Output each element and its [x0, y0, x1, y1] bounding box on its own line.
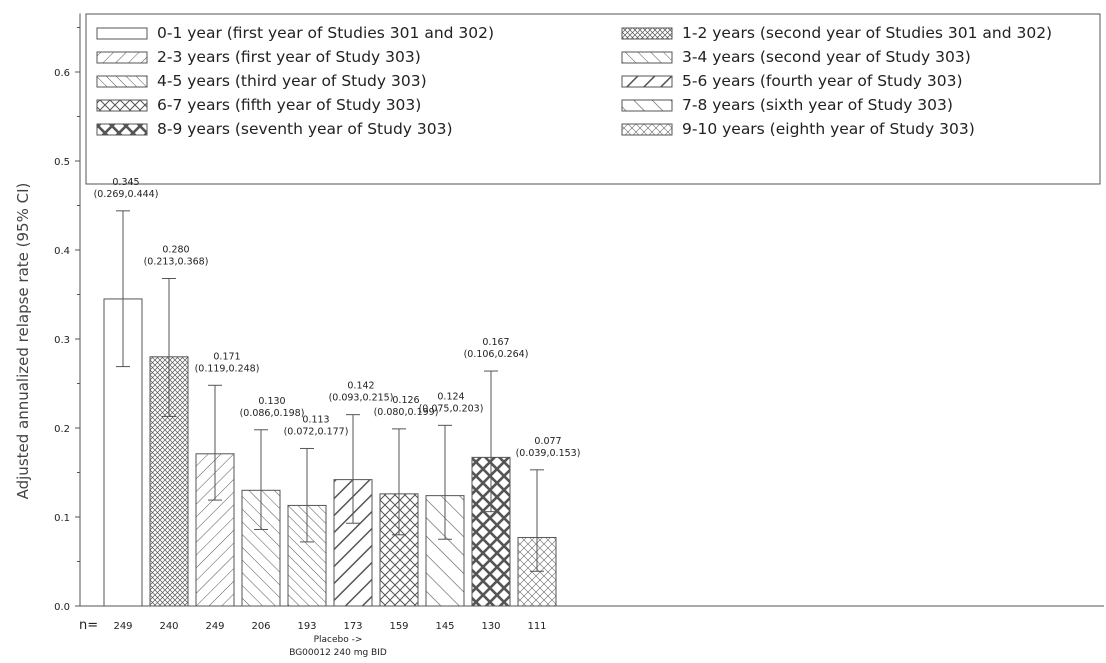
value-label: 0.142 — [347, 381, 374, 392]
legend-swatch — [96, 51, 148, 64]
legend-swatch — [621, 99, 673, 112]
n-value: 240 — [159, 621, 178, 632]
n-value: 130 — [481, 621, 500, 632]
y-tick-label: 0.6 — [54, 68, 70, 79]
legend-entry: 7-8 years (sixth year of Study 303) — [682, 96, 953, 114]
ci-label: (0.093,0.215) — [329, 393, 394, 404]
n-value: 173 — [343, 621, 362, 632]
ci-label: (0.086,0.198) — [240, 408, 305, 419]
legend-swatch — [621, 51, 673, 64]
legend-box — [85, 13, 1101, 185]
legend-entry: 2-3 years (first year of Study 303) — [157, 48, 421, 66]
legend-swatch — [621, 27, 673, 40]
ci-label: (0.039,0.153) — [516, 448, 581, 459]
legend-entry: 3-4 years (second year of Study 303) — [682, 48, 971, 66]
y-tick-label: 0.2 — [54, 424, 70, 435]
x-axis-label-line2: BG00012 240 mg BID — [289, 648, 387, 658]
legend-swatch — [621, 75, 673, 88]
value-label: 0.113 — [302, 414, 329, 425]
value-label: 0.171 — [213, 351, 240, 362]
y-tick-label: 0.3 — [54, 335, 70, 346]
ci-label: (0.213,0.368) — [144, 256, 209, 267]
ci-label: (0.080,0.199) — [374, 407, 439, 418]
n-row: 249 240 249 206 193 173 159 145 130 111 — [113, 621, 546, 632]
n-value: 145 — [435, 621, 454, 632]
bar — [287, 504, 327, 607]
legend-entry: 8-9 years (seventh year of Study 303) — [157, 120, 453, 138]
ci-label: (0.075,0.203) — [419, 403, 484, 414]
legend-swatch — [96, 99, 148, 112]
bars — [103, 210, 557, 607]
value-label: 0.130 — [258, 396, 285, 407]
legend: 0-1 year (first year of Studies 301 and … — [85, 13, 1101, 185]
value-label: 0.345 — [112, 177, 139, 188]
n-value: 159 — [389, 621, 408, 632]
value-label: 0.167 — [482, 337, 509, 348]
legend-swatch — [96, 123, 148, 136]
data-labels: 0.345(0.269,0.444) 0.280(0.213,0.368) 0.17… — [94, 177, 581, 459]
bar — [195, 453, 235, 607]
ci-label: (0.119,0.248) — [195, 363, 260, 374]
legend-entry: 1-2 years (second year of Studies 301 an… — [682, 24, 1052, 42]
ci-label: (0.269,0.444) — [94, 189, 159, 200]
value-label: 0.124 — [437, 391, 464, 402]
x-axis-label-line1: Placebo -> — [314, 635, 363, 645]
n-value: 249 — [113, 621, 132, 632]
legend-entry: 5-6 years (fourth year of Study 303) — [682, 72, 963, 90]
legend-entry: 4-5 years (third year of Study 303) — [157, 72, 427, 90]
y-tick-label: 0.4 — [54, 246, 70, 257]
y-axis-label: Adjusted annualized relapse rate (95% CI… — [14, 183, 32, 500]
y-tick-label: 0.5 — [54, 157, 70, 168]
value-label: 0.280 — [162, 244, 189, 255]
value-label: 0.126 — [392, 395, 419, 406]
legend-swatch — [96, 27, 148, 40]
value-label: 0.077 — [534, 436, 561, 447]
legend-entry: 6-7 years (fifth year of Study 303) — [157, 96, 421, 114]
n-value: 111 — [527, 621, 546, 632]
n-row-label: n= — [79, 618, 98, 633]
legend-entry: 9-10 years (eighth year of Study 303) — [682, 120, 975, 138]
y-tick-label: 0.0 — [54, 602, 70, 613]
ci-label: (0.106,0.264) — [464, 349, 529, 360]
legend-swatch — [96, 75, 148, 88]
legend-entry: 0-1 year (first year of Studies 301 and … — [157, 24, 494, 42]
y-tick-label: 0.1 — [54, 513, 70, 524]
n-value: 206 — [251, 621, 270, 632]
legend-swatch — [621, 123, 673, 136]
n-value: 249 — [205, 621, 224, 632]
n-value: 193 — [297, 621, 316, 632]
ci-label: (0.072,0.177) — [284, 426, 349, 437]
